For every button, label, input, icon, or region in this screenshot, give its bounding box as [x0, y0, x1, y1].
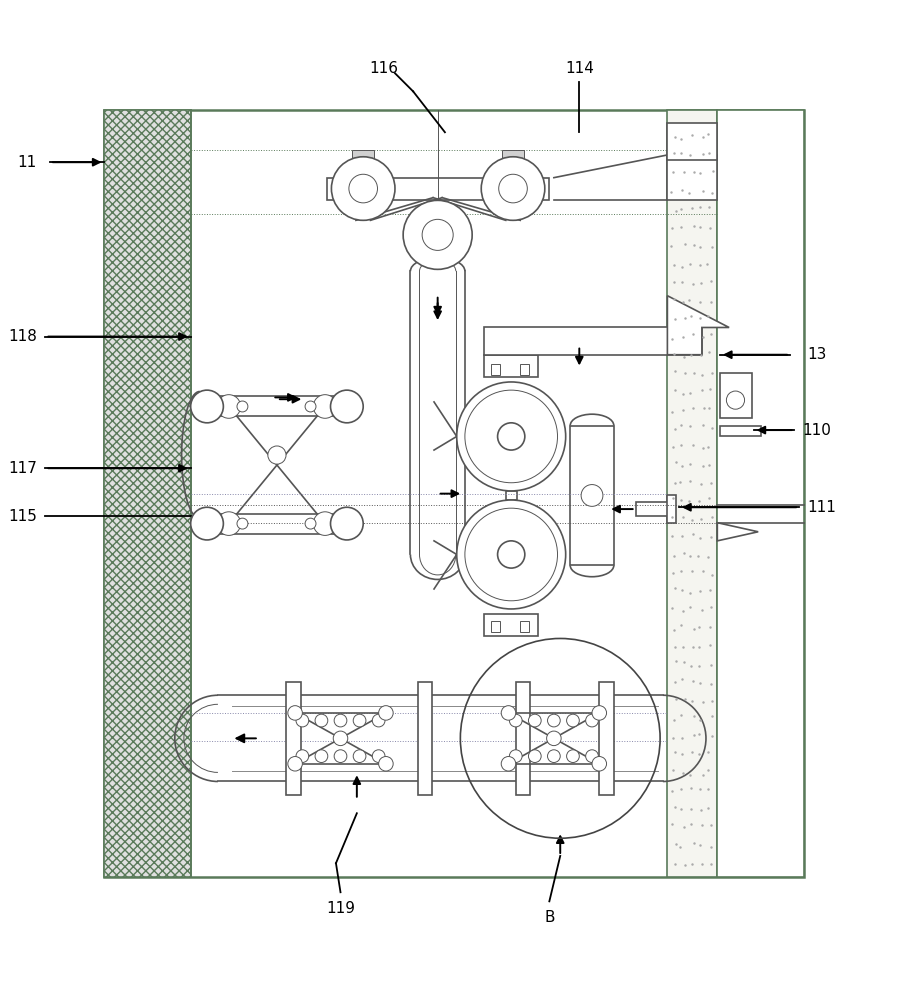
- Circle shape: [333, 731, 348, 746]
- Bar: [717, 110, 804, 877]
- Circle shape: [567, 750, 579, 763]
- Bar: [491, 364, 500, 375]
- Circle shape: [288, 757, 302, 771]
- Text: 111: 111: [807, 500, 836, 515]
- Circle shape: [331, 390, 363, 423]
- Circle shape: [217, 395, 241, 418]
- Circle shape: [353, 750, 366, 763]
- Text: B: B: [544, 910, 555, 925]
- Bar: [520, 364, 529, 375]
- Bar: [104, 110, 191, 877]
- Circle shape: [334, 714, 347, 727]
- Bar: [352, 150, 374, 162]
- Text: 117: 117: [8, 461, 37, 476]
- Text: 114: 114: [565, 61, 594, 76]
- Circle shape: [191, 507, 223, 540]
- Circle shape: [331, 157, 395, 220]
- Bar: [104, 110, 804, 877]
- Circle shape: [403, 200, 472, 269]
- Circle shape: [305, 401, 316, 412]
- Bar: [667, 110, 717, 877]
- Bar: [720, 373, 752, 418]
- Bar: [636, 502, 670, 516]
- Circle shape: [313, 395, 337, 418]
- Circle shape: [349, 174, 378, 203]
- Circle shape: [191, 390, 223, 423]
- Circle shape: [288, 706, 302, 720]
- Circle shape: [237, 401, 248, 412]
- Polygon shape: [717, 523, 758, 541]
- Circle shape: [237, 518, 248, 529]
- Circle shape: [353, 714, 366, 727]
- Circle shape: [379, 706, 393, 720]
- Bar: [502, 150, 524, 162]
- Bar: [327, 178, 549, 200]
- Bar: [667, 123, 717, 159]
- Circle shape: [547, 731, 561, 746]
- Circle shape: [509, 750, 522, 763]
- Circle shape: [548, 750, 560, 763]
- Circle shape: [481, 157, 545, 220]
- Bar: [484, 355, 538, 377]
- Bar: [484, 327, 702, 355]
- Circle shape: [217, 512, 241, 535]
- Text: 119: 119: [326, 901, 355, 916]
- Circle shape: [498, 541, 525, 568]
- Circle shape: [372, 750, 385, 763]
- Circle shape: [567, 714, 579, 727]
- Circle shape: [268, 446, 286, 464]
- Bar: [506, 491, 517, 500]
- Text: 118: 118: [8, 329, 37, 344]
- Text: 116: 116: [370, 61, 399, 76]
- Circle shape: [465, 508, 558, 601]
- Circle shape: [592, 757, 607, 771]
- Circle shape: [372, 714, 385, 727]
- Circle shape: [581, 485, 603, 506]
- Circle shape: [296, 714, 309, 727]
- Bar: [667, 155, 717, 200]
- Text: 11: 11: [17, 155, 37, 170]
- Circle shape: [296, 750, 309, 763]
- Circle shape: [305, 518, 316, 529]
- Circle shape: [315, 714, 328, 727]
- Circle shape: [334, 750, 347, 763]
- Circle shape: [498, 174, 528, 203]
- Circle shape: [501, 706, 516, 720]
- Text: 13: 13: [807, 347, 827, 362]
- Bar: [484, 613, 538, 636]
- Circle shape: [315, 750, 328, 763]
- Circle shape: [501, 757, 516, 771]
- Polygon shape: [667, 296, 729, 355]
- Bar: [720, 426, 761, 436]
- Bar: [520, 621, 529, 632]
- Circle shape: [509, 714, 522, 727]
- Bar: [570, 426, 614, 565]
- Bar: [418, 682, 432, 795]
- Bar: [599, 682, 614, 795]
- Circle shape: [422, 219, 453, 250]
- Bar: [516, 682, 530, 795]
- Circle shape: [586, 714, 598, 727]
- Circle shape: [465, 390, 558, 483]
- Text: 115: 115: [8, 509, 37, 524]
- Circle shape: [313, 512, 337, 535]
- Circle shape: [457, 500, 566, 609]
- Circle shape: [498, 423, 525, 450]
- Circle shape: [331, 507, 363, 540]
- Bar: [204, 514, 350, 534]
- Bar: [286, 682, 301, 795]
- Bar: [204, 396, 350, 416]
- Circle shape: [592, 706, 607, 720]
- Circle shape: [528, 714, 541, 727]
- Circle shape: [726, 391, 745, 409]
- Circle shape: [586, 750, 598, 763]
- Bar: [667, 495, 676, 523]
- Circle shape: [379, 757, 393, 771]
- Bar: [491, 621, 500, 632]
- Circle shape: [528, 750, 541, 763]
- Circle shape: [548, 714, 560, 727]
- Circle shape: [457, 382, 566, 491]
- Text: 110: 110: [803, 423, 832, 438]
